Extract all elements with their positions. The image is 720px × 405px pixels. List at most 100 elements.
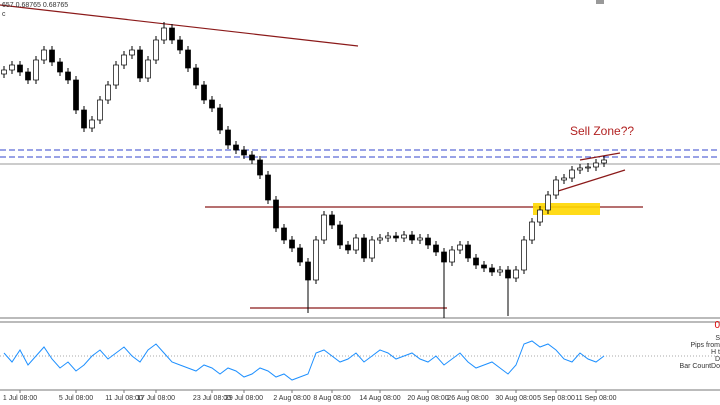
candle-body — [273, 199, 279, 229]
candle-body — [505, 269, 511, 279]
candle-body — [129, 49, 135, 56]
candle-body — [249, 154, 255, 161]
x-tick-label: 23 Jul 08:00 — [193, 395, 231, 402]
x-tick-label: 29 Jul 08:00 — [225, 395, 263, 402]
candle-body — [569, 169, 575, 179]
candle-body — [241, 149, 247, 156]
candle-body — [561, 177, 567, 181]
candle-body — [209, 99, 215, 109]
candle-body — [417, 237, 423, 241]
subheader: c — [2, 11, 6, 18]
candle-body — [297, 247, 303, 263]
indicator-line — [3, 340, 605, 381]
candle-body — [193, 67, 199, 86]
candle-body — [97, 99, 103, 121]
candle-body — [289, 239, 295, 249]
candle-body — [585, 166, 591, 169]
x-tick-label: 1 Jul 08:00 — [3, 395, 37, 402]
candle-body — [233, 144, 239, 151]
annotation: Sell Zone?? — [570, 124, 634, 138]
trend-line — [0, 4, 359, 47]
candle-body — [137, 49, 143, 79]
x-tick-label: 30 Aug 08:00 — [495, 395, 536, 402]
zone — [533, 203, 600, 215]
candle-body — [49, 49, 55, 63]
candle-body — [257, 159, 263, 176]
candle-body — [265, 174, 271, 201]
candle-body — [577, 167, 583, 171]
candle-body — [601, 159, 607, 164]
candle-body — [201, 84, 207, 101]
candle-body — [337, 224, 343, 246]
candle-body — [113, 64, 119, 86]
x-tick-label: 5 Sep 08:00 — [537, 395, 575, 402]
x-tick-label: 5 Jul 08:00 — [59, 395, 93, 402]
candle-body — [153, 39, 159, 61]
candle-body — [225, 129, 231, 146]
candle-body — [369, 239, 375, 259]
candle-body — [1, 69, 7, 75]
candle-body — [321, 214, 327, 241]
indicator-label: H t — [711, 349, 720, 356]
x-tick-label: 11 Sep 08:00 — [575, 395, 616, 402]
candle-body — [217, 107, 223, 131]
candle-body — [329, 214, 335, 226]
candle-body — [81, 109, 87, 129]
candle-body — [185, 49, 191, 69]
candle-body — [281, 227, 287, 241]
wedge-line — [554, 169, 626, 193]
candle-body — [177, 39, 183, 51]
candle-body — [481, 264, 487, 269]
candle-body — [25, 71, 31, 81]
candle-body — [33, 59, 39, 81]
candle-body — [433, 244, 439, 253]
x-tick-label: 11 Jul 08:00 — [105, 395, 143, 402]
candle-body — [449, 249, 455, 263]
candle-body — [497, 269, 503, 273]
candle-body — [457, 244, 463, 251]
candle-body — [489, 267, 495, 273]
candle-body — [313, 239, 319, 281]
candle-body — [401, 234, 407, 239]
candle-body — [105, 84, 111, 101]
candle-body — [65, 71, 71, 81]
x-tick-label: 8 Aug 08:00 — [313, 395, 350, 402]
candle-body — [513, 269, 519, 279]
candle-body — [521, 239, 527, 271]
candle-body — [393, 235, 399, 239]
candle-body — [545, 194, 551, 211]
candle-body — [385, 235, 391, 239]
indicator-label: S — [715, 335, 720, 342]
candle-body — [353, 237, 359, 251]
candle-body — [73, 79, 79, 111]
candle-body — [441, 251, 447, 263]
x-tick-label: 26 Aug 08:00 — [447, 395, 488, 402]
candle-body — [409, 234, 415, 241]
marker — [596, 0, 604, 4]
candle-body — [553, 179, 559, 196]
indicator-label: Pips from — [690, 342, 720, 349]
candle-body — [305, 261, 311, 281]
x-tick-label: 2 Aug 08:00 — [273, 395, 310, 402]
candle-body — [169, 27, 175, 41]
candle-body — [361, 237, 367, 259]
x-tick-label: 17 Jul 08:00 — [137, 395, 175, 402]
candle-body — [593, 162, 599, 168]
candle-body — [345, 244, 351, 251]
x-tick-label: 20 Aug 08:00 — [407, 395, 448, 402]
indicator-label: Bar CountDo — [680, 363, 720, 370]
indicator-label: 0 — [714, 320, 720, 331]
wedge-line — [579, 152, 621, 161]
candle-body — [537, 209, 543, 223]
candle-body — [89, 119, 95, 129]
header: 657 0.68765 0.68765 — [2, 2, 68, 9]
candle-body — [9, 64, 15, 71]
candle-body — [473, 257, 479, 266]
candle-body — [41, 49, 47, 61]
candle-body — [425, 237, 431, 246]
candle-body — [57, 61, 63, 73]
candle-body — [145, 59, 151, 79]
candle-body — [529, 221, 535, 241]
